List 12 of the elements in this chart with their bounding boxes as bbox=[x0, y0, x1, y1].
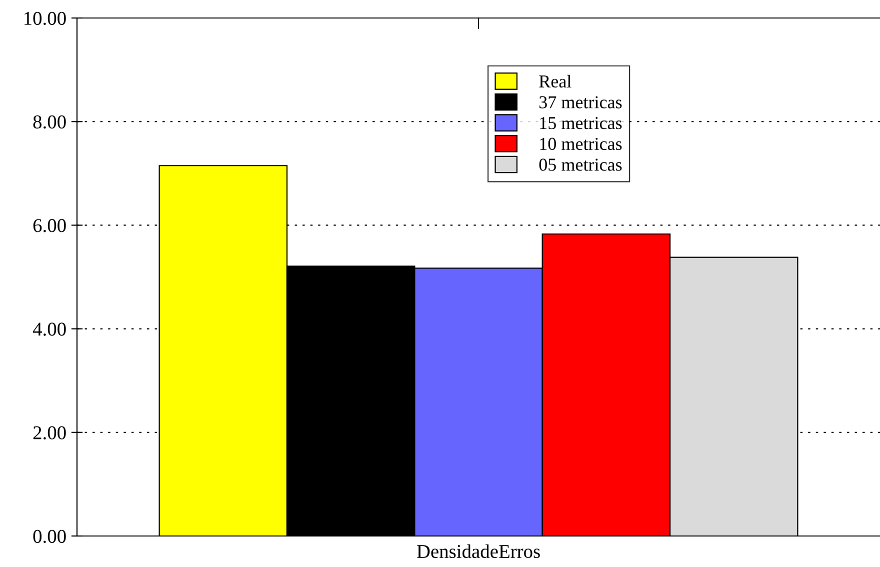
x-tick-label: DensidadeErros bbox=[416, 544, 540, 558]
y-tick-label: 10.00 bbox=[24, 12, 66, 26]
y-tick-label: 2.00 bbox=[33, 426, 66, 440]
y-tick-label: 4.00 bbox=[32, 322, 66, 336]
y-tick-label: 0.00 bbox=[33, 530, 66, 544]
legend-label: 15 metricas bbox=[540, 117, 622, 130]
legend-label: 37 metricas bbox=[539, 96, 622, 108]
y-tick-label: 6.00 bbox=[33, 219, 66, 232]
legend-label: 10 metricas bbox=[540, 138, 622, 150]
legend-label: 05 metricas bbox=[539, 158, 622, 171]
y-tick-label: 8.00 bbox=[33, 115, 66, 129]
legend-label: Real bbox=[539, 74, 572, 88]
